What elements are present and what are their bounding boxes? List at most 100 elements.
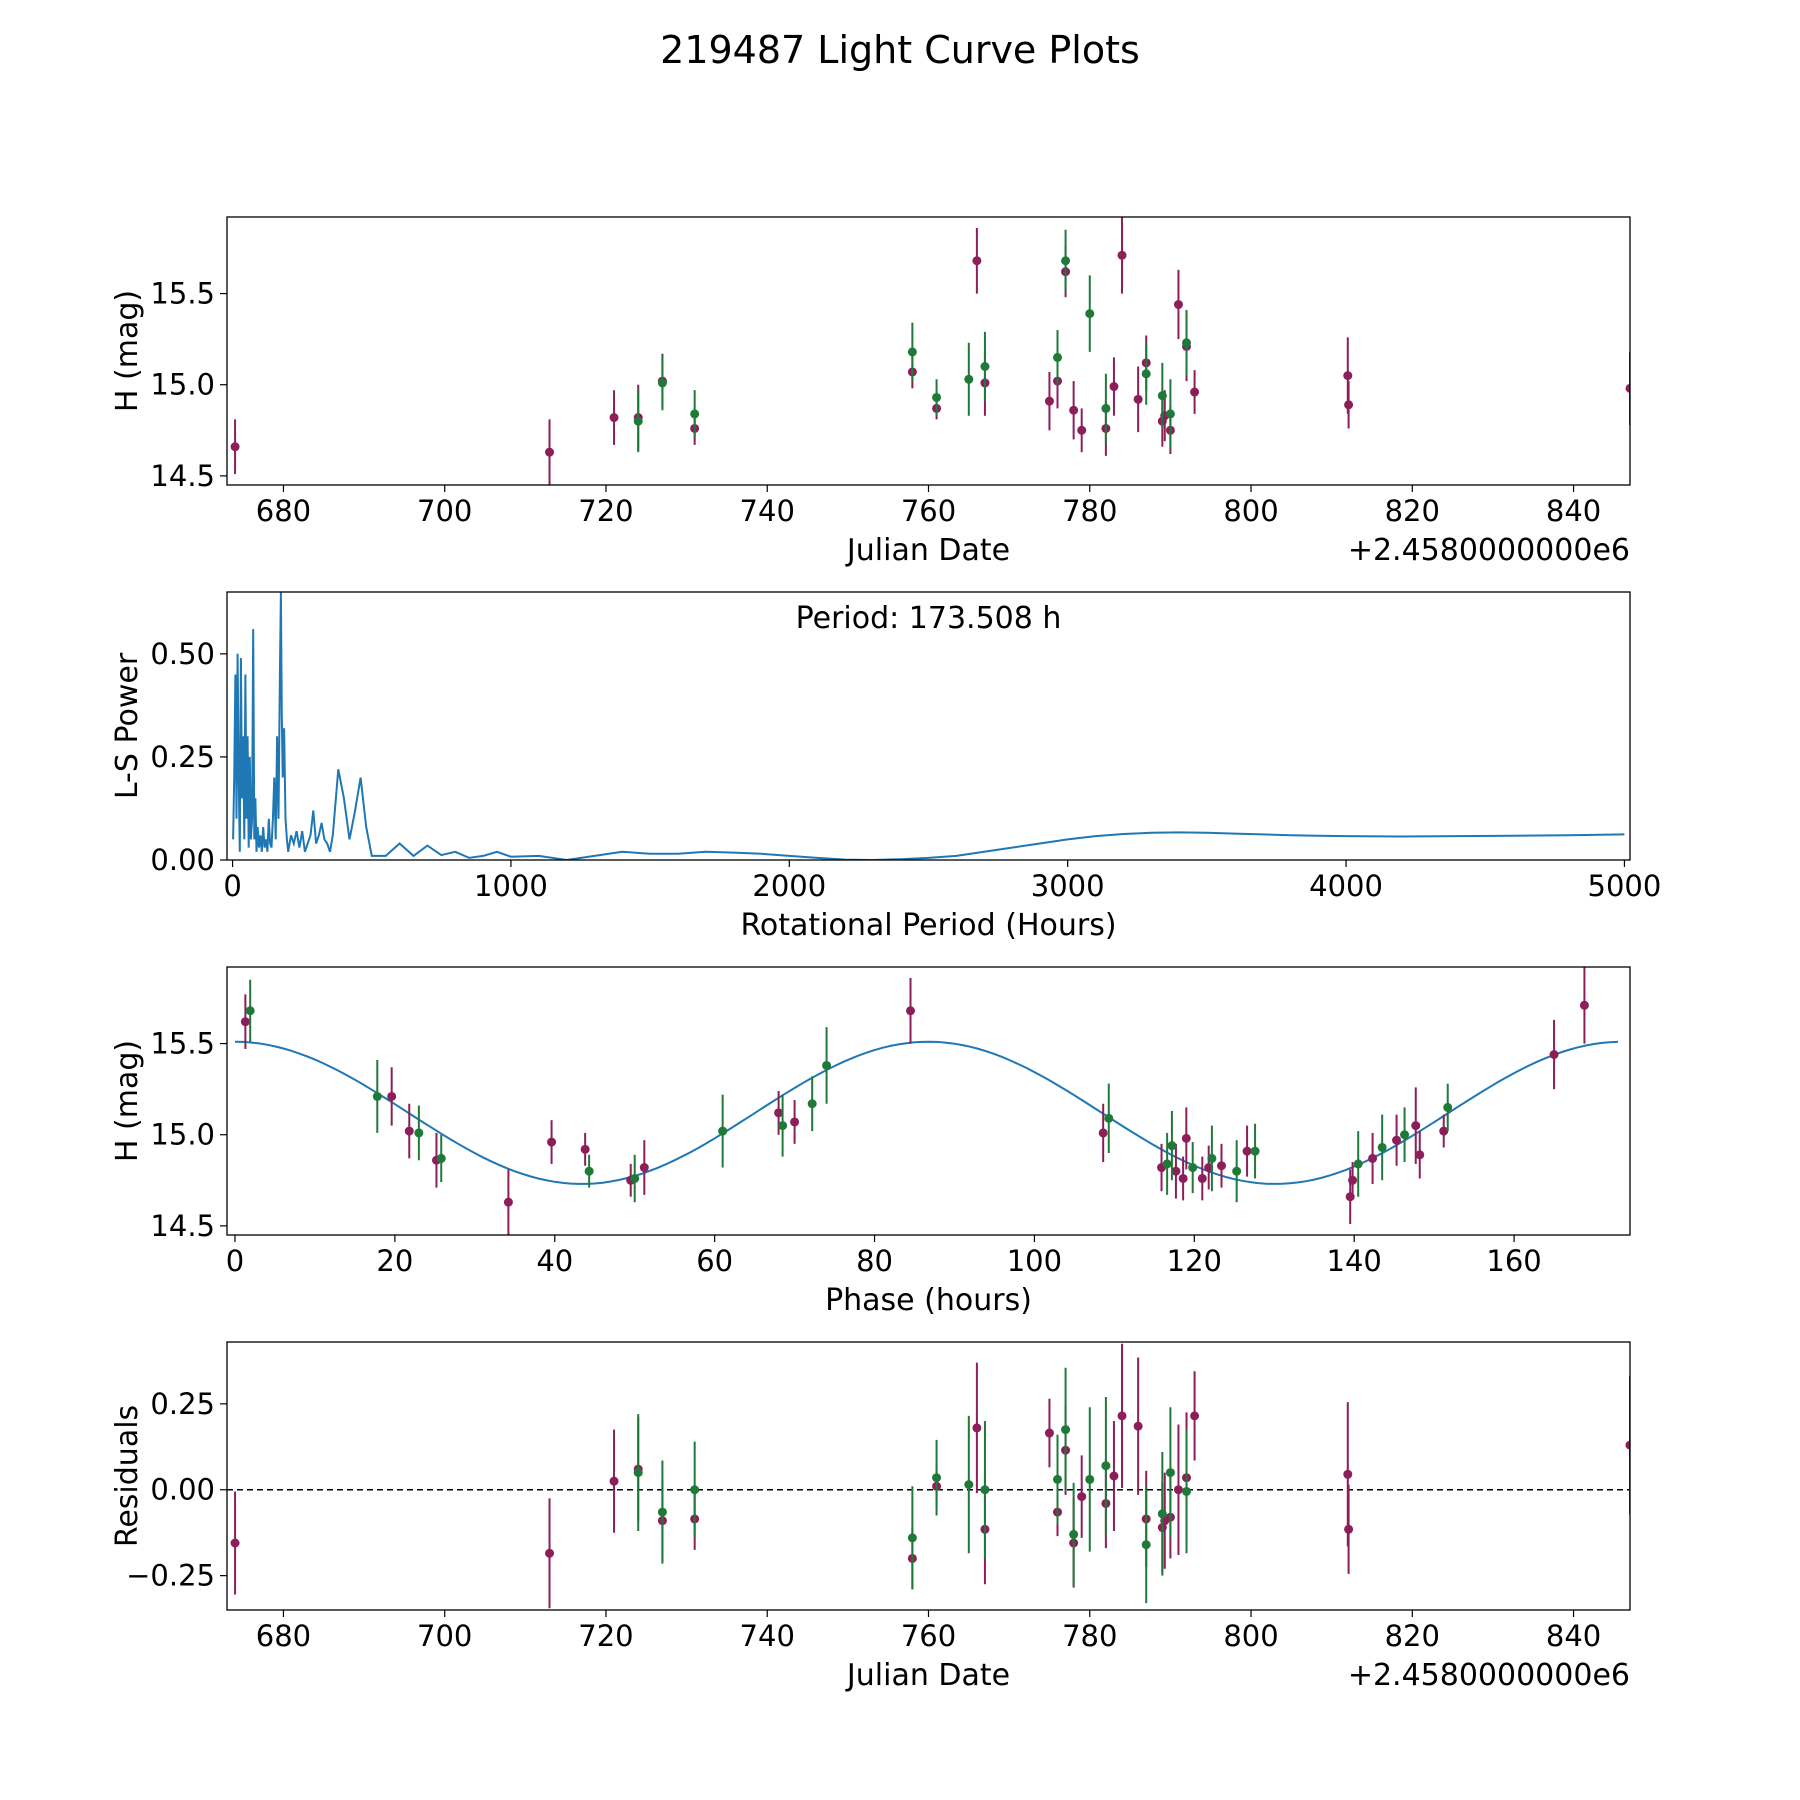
residuals-filter-b-point: [690, 1485, 700, 1495]
light-curve-xtick-label: 680: [256, 494, 311, 528]
model-curve: [234, 1040, 1619, 1185]
light-curve-filter-b-point: [657, 378, 667, 388]
phase-folded-filter-a-point: [1171, 1166, 1181, 1176]
phase-folded-filter-a-point: [1178, 1173, 1188, 1183]
residuals-filter-a-point: [1190, 1411, 1200, 1421]
phase-folded-filter-a-point: [774, 1108, 784, 1118]
periodogram-xlabel: Rotational Period (Hours): [740, 908, 1116, 943]
residuals-xtick-label: 840: [1546, 1619, 1601, 1653]
residuals-filter-b-point: [1085, 1474, 1095, 1484]
phase-folded-filter-a-point: [1348, 1175, 1358, 1185]
phase-folded-filter-b-point: [807, 1099, 817, 1109]
light-curve-filter-a-point: [1344, 400, 1354, 410]
light-curve-filter-b-point: [1182, 338, 1192, 348]
residuals-xtick-label: 820: [1385, 1619, 1440, 1653]
figure-title: 219487 Light Curve Plots: [660, 28, 1140, 72]
residuals-filter-b-point: [980, 1485, 990, 1495]
light-curve-filter-a-point: [1069, 405, 1079, 415]
residuals-ytick-label: −0.25: [126, 1559, 215, 1593]
phase-folded-ytick-label: 15.0: [150, 1118, 215, 1152]
light-curve-filter-a-point: [972, 256, 982, 266]
light-curve-filter-b-point: [932, 392, 942, 402]
periodogram-xtick-label: 4000: [1309, 869, 1383, 903]
residuals-filter-a-point: [545, 1548, 555, 1558]
light-curve-xtick-label: 800: [1223, 494, 1278, 528]
residuals-xtick-label: 760: [901, 1619, 956, 1653]
phase-folded-xtick-label: 60: [696, 1244, 733, 1278]
phase-folded-filter-a-point: [503, 1197, 513, 1207]
light-curve-filter-a-point: [1109, 382, 1119, 392]
residuals-filter-a-point: [1173, 1485, 1183, 1495]
phase-folded-filter-a-point: [790, 1117, 800, 1127]
phase-folded-filter-a-point: [639, 1163, 649, 1173]
light-curve-filter-b-point: [1165, 409, 1175, 419]
light-curve-filter-b-point: [1101, 403, 1111, 413]
residuals-filter-a-point: [1117, 1411, 1127, 1421]
residuals-filter-b-point: [1053, 1474, 1063, 1484]
phase-folded-filter-b-point: [1232, 1166, 1242, 1176]
phase-folded-filter-b-point: [372, 1091, 382, 1101]
light-curve-xtick-label: 700: [417, 494, 472, 528]
light-curve-filter-a-point: [230, 442, 240, 452]
phase-folded-filter-a-point: [547, 1137, 557, 1147]
light-curve-frame: [226, 216, 1631, 486]
residuals-xlabel: Julian Date: [845, 1658, 1010, 1693]
phase-folded-xtick-label: 20: [376, 1244, 413, 1278]
residuals-frame: [226, 1341, 1631, 1611]
residuals-xtick-label: 780: [1062, 1619, 1117, 1653]
periodogram-line: [232, 592, 1625, 860]
residuals-xtick-label: 680: [256, 1619, 311, 1653]
light-curve-filter-a-point: [609, 413, 619, 423]
phase-folded-filter-a-point: [1579, 1000, 1589, 1010]
periodogram-ylabel: L-S Power: [110, 652, 145, 799]
light-curve-offset-label: +2.4580000000e6: [1348, 533, 1630, 568]
phase-folded-filter-b-point: [630, 1173, 640, 1183]
light-curve-filter-b-point: [1085, 309, 1095, 319]
light-curve-filter-a-point: [1133, 394, 1143, 404]
light-curve-filter-b-point: [1157, 391, 1167, 401]
light-curve-filter-b-point: [1141, 369, 1151, 379]
light-curve-filter-b-point: [907, 347, 917, 357]
phase-folded-xtick-label: 100: [1007, 1244, 1062, 1278]
residuals-ylabel: Residuals: [110, 1405, 145, 1547]
phase-folded-filter-b-point: [1167, 1141, 1177, 1151]
phase-folded-filter-a-point: [1181, 1133, 1191, 1143]
light-curve-filter-a-point: [1173, 300, 1183, 310]
periodogram-xtick-label: 3000: [1031, 869, 1105, 903]
light-curve-xtick-label: 820: [1385, 494, 1440, 528]
light-curve-filter-b-point: [964, 374, 974, 384]
light-curve-ytick-label: 14.5: [150, 459, 215, 493]
residuals-filter-a-point: [1044, 1428, 1054, 1438]
phase-folded-filter-b-point: [1188, 1163, 1198, 1173]
phase-folded-xtick-label: 160: [1486, 1244, 1541, 1278]
period-annotation: Period: 173.508 h: [796, 601, 1062, 636]
phase-folded-frame: [226, 966, 1631, 1236]
light-curve-filter-b-point: [690, 409, 700, 419]
light-curve-filter-b-point: [1061, 256, 1071, 266]
residuals-filter-b-point: [964, 1480, 974, 1490]
periodogram-frame: [226, 591, 1631, 861]
phase-folded-filter-b-point: [822, 1060, 832, 1070]
phase-folded-filter-a-point: [906, 1006, 916, 1016]
light-curve-filter-b-point: [633, 416, 643, 426]
light-curve-ytick-label: 15.5: [150, 277, 215, 311]
phase-folded-filter-b-point: [1207, 1153, 1217, 1163]
residuals-filter-a-point: [1625, 1440, 1630, 1450]
light-curve-xtick-label: 720: [578, 494, 633, 528]
light-curve-filter-a-point: [1077, 425, 1087, 435]
residuals-filter-a-point: [1077, 1492, 1087, 1502]
phase-folded-filter-a-point: [1197, 1173, 1207, 1183]
residuals-filter-b-point: [1141, 1540, 1151, 1550]
light-curve-filter-a-point: [545, 447, 555, 457]
residuals-xtick-label: 720: [578, 1619, 633, 1653]
residuals-filter-a-point: [609, 1476, 619, 1486]
phase-folded-ytick-label: 14.5: [150, 1209, 215, 1243]
residuals-ytick-label: 0.00: [150, 1473, 215, 1507]
light-curve-xlabel: Julian Date: [845, 533, 1010, 568]
periodogram-xtick-label: 0: [223, 869, 241, 903]
phase-folded-filter-b-point: [584, 1166, 594, 1176]
light-curve-filter-a-point: [1190, 387, 1200, 397]
phase-folded-filter-b-point: [718, 1126, 728, 1136]
phase-folded-filter-a-point: [1098, 1128, 1108, 1138]
phase-folded-xtick-label: 120: [1167, 1244, 1222, 1278]
